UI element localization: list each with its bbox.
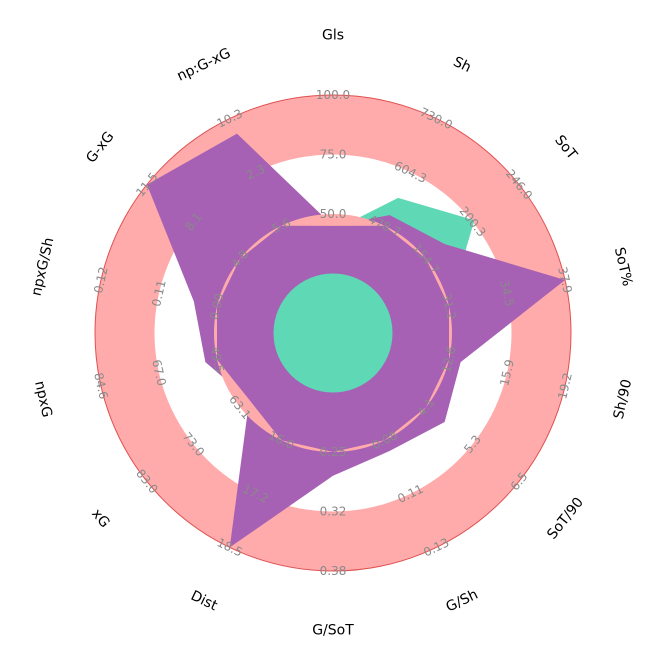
param-label: G-xG: [83, 129, 117, 166]
range-label: 12.6: [439, 345, 459, 374]
range-label: 19.2: [555, 371, 575, 400]
range-label: 31.2: [439, 292, 459, 321]
range-label: 37.9: [555, 265, 575, 294]
center-circle: [273, 273, 393, 393]
range-label: 50.0: [320, 207, 347, 221]
range-label: 0.38: [320, 564, 347, 578]
range-label: 0.32: [320, 505, 347, 519]
param-label: npxG/Sh: [29, 236, 58, 297]
param-label: Sh/90: [611, 378, 636, 421]
range-label: 49.5: [207, 345, 227, 374]
param-label: G/SoT: [312, 623, 354, 639]
param-label: np:G-xG: [175, 45, 234, 84]
range-label: 67.0: [149, 358, 169, 387]
range-label: 15.9: [497, 358, 517, 387]
param-label: npxG: [31, 379, 55, 419]
range-labels: 50.075.0100.0478.7604.3730.0154.7200.324…: [91, 88, 575, 578]
param-label: Dist: [188, 588, 220, 615]
param-label: SoT/90: [544, 495, 587, 543]
param-label: G/Sh: [444, 587, 481, 616]
range-label: 34.5: [497, 279, 517, 308]
range-label: 0.12: [91, 265, 111, 294]
param-label: SoT: [551, 132, 580, 163]
param-label: Gls: [322, 28, 344, 44]
param-label: xG: [88, 506, 112, 531]
range-label: 75.0: [320, 148, 347, 162]
range-label: 84.6: [91, 371, 111, 400]
range-label: 0.09: [207, 292, 227, 321]
param-label: SoT%: [611, 246, 635, 288]
param-label: Sh: [451, 54, 474, 76]
range-label: 0.11: [149, 279, 169, 308]
range-label: 100.0: [316, 88, 350, 102]
range-label: 0.25: [320, 445, 347, 459]
